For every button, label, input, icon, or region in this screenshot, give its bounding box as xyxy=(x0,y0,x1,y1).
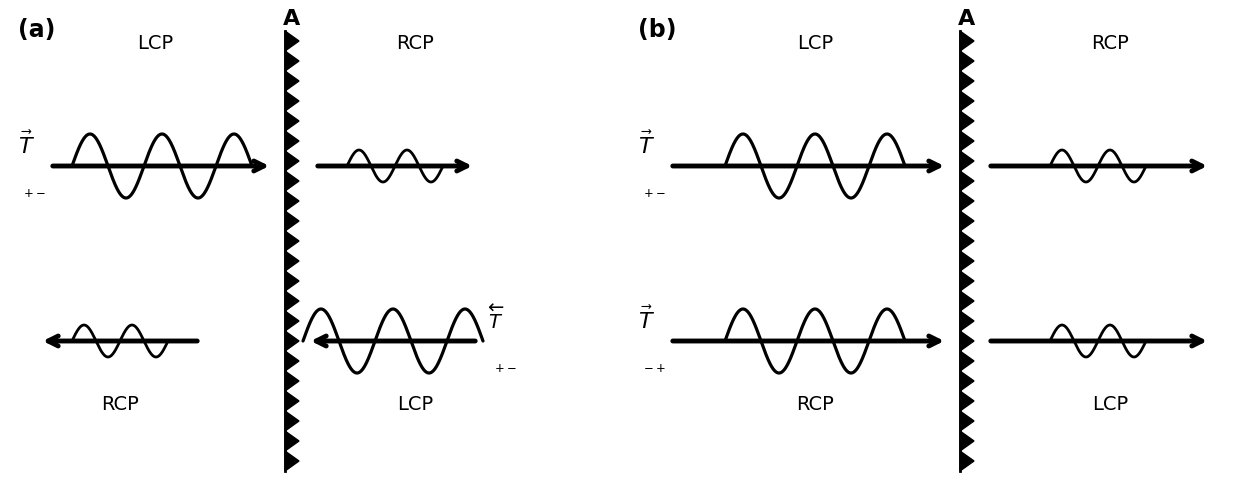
Text: A: A xyxy=(284,9,300,29)
Polygon shape xyxy=(960,431,973,451)
Polygon shape xyxy=(285,171,299,191)
Text: $_{+-}$: $_{+-}$ xyxy=(494,357,517,375)
Polygon shape xyxy=(960,231,973,251)
Polygon shape xyxy=(285,91,299,111)
Polygon shape xyxy=(285,331,299,351)
Text: LCP: LCP xyxy=(136,34,174,53)
Polygon shape xyxy=(960,31,973,51)
Polygon shape xyxy=(285,71,299,91)
Polygon shape xyxy=(960,51,973,71)
Text: $\vec{T}$: $\vec{T}$ xyxy=(19,131,35,158)
Polygon shape xyxy=(960,151,973,171)
Polygon shape xyxy=(285,271,299,291)
Polygon shape xyxy=(285,391,299,411)
Text: $\vec{T}$: $\vec{T}$ xyxy=(639,306,655,333)
Polygon shape xyxy=(285,451,299,471)
Polygon shape xyxy=(960,331,973,351)
Text: RCP: RCP xyxy=(796,395,833,414)
Text: $\overleftarrow{T}$: $\overleftarrow{T}$ xyxy=(489,305,505,333)
Text: (a): (a) xyxy=(19,18,56,42)
Polygon shape xyxy=(960,251,973,271)
Polygon shape xyxy=(960,131,973,151)
Text: LCP: LCP xyxy=(397,395,433,414)
Polygon shape xyxy=(960,311,973,331)
Text: LCP: LCP xyxy=(1092,395,1128,414)
Polygon shape xyxy=(285,31,299,51)
Polygon shape xyxy=(960,191,973,211)
Text: RCP: RCP xyxy=(1091,34,1128,53)
Polygon shape xyxy=(285,251,299,271)
Polygon shape xyxy=(285,431,299,451)
Polygon shape xyxy=(960,391,973,411)
Text: $_{+-}$: $_{+-}$ xyxy=(644,182,666,200)
Polygon shape xyxy=(285,291,299,311)
Text: RCP: RCP xyxy=(102,395,139,414)
Polygon shape xyxy=(285,311,299,331)
Text: $_{-+}$: $_{-+}$ xyxy=(644,357,666,375)
Polygon shape xyxy=(960,71,973,91)
Text: (b): (b) xyxy=(639,18,677,42)
Polygon shape xyxy=(960,171,973,191)
Polygon shape xyxy=(285,151,299,171)
Polygon shape xyxy=(285,371,299,391)
Polygon shape xyxy=(285,111,299,131)
Polygon shape xyxy=(285,231,299,251)
Polygon shape xyxy=(285,191,299,211)
Text: $\vec{T}$: $\vec{T}$ xyxy=(639,131,655,158)
Text: LCP: LCP xyxy=(797,34,833,53)
Polygon shape xyxy=(960,451,973,471)
Polygon shape xyxy=(285,411,299,431)
Text: RCP: RCP xyxy=(396,34,434,53)
Polygon shape xyxy=(285,211,299,231)
Polygon shape xyxy=(285,51,299,71)
Polygon shape xyxy=(285,351,299,371)
Polygon shape xyxy=(960,111,973,131)
Text: $_{+-}$: $_{+-}$ xyxy=(24,182,46,200)
Polygon shape xyxy=(285,131,299,151)
Polygon shape xyxy=(960,91,973,111)
Polygon shape xyxy=(960,411,973,431)
Polygon shape xyxy=(960,291,973,311)
Polygon shape xyxy=(960,351,973,371)
Polygon shape xyxy=(960,271,973,291)
Polygon shape xyxy=(960,211,973,231)
Text: A: A xyxy=(959,9,976,29)
Polygon shape xyxy=(960,371,973,391)
